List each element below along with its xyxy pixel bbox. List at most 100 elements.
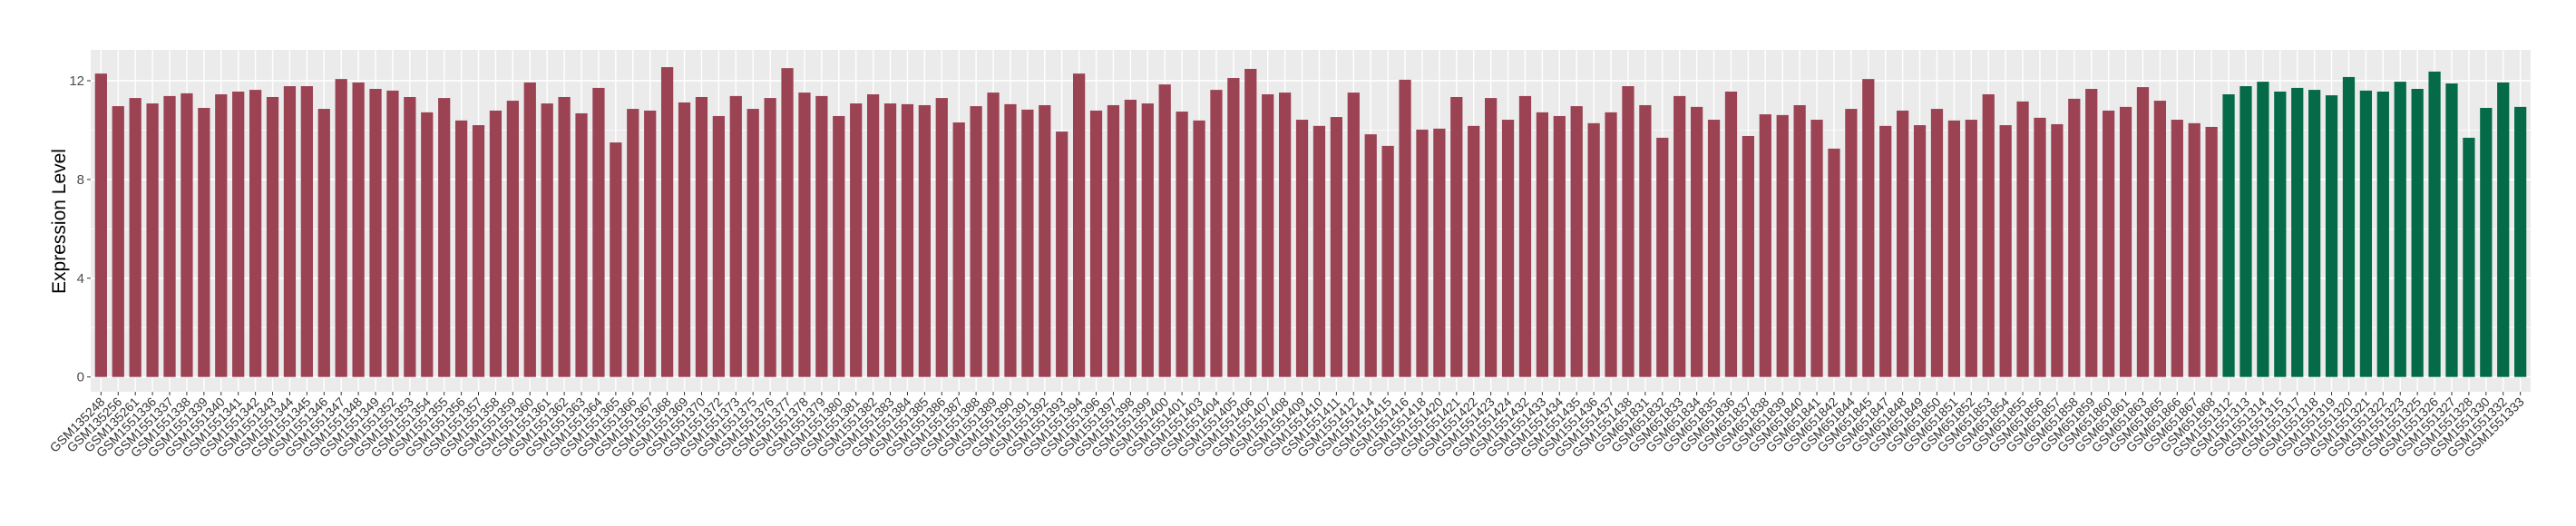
bar-GSM651851 [1947, 120, 1961, 377]
bar-GSM1551344 [283, 86, 297, 377]
bar-GSM651858 [2068, 98, 2081, 377]
bar-GSM651834 [1691, 106, 1703, 377]
bar-GSM1551433 [1536, 112, 1549, 377]
bar-GSM1551436 [1587, 122, 1600, 377]
x-axis: GSM135248GSM135256GSM135261GSM1551336GSM… [47, 392, 2527, 460]
bar-GSM1551379 [815, 95, 828, 377]
bar-GSM651850 [1930, 109, 1944, 377]
bar-GSM1551405 [1227, 78, 1240, 377]
bar-GSM1551373 [729, 95, 742, 377]
bar-GSM1551362 [558, 96, 571, 377]
bar-GSM1551437 [1605, 112, 1617, 377]
bar-GSM1551398 [1124, 99, 1137, 377]
bar-GSM1551434 [1553, 115, 1566, 377]
bar-GSM651854 [1999, 125, 2012, 377]
bar-GSM1551313 [2239, 86, 2252, 377]
bar-GSM1551364 [592, 87, 605, 377]
bar-GSM1551327 [2445, 83, 2458, 377]
bar-GSM1551422 [1468, 125, 1480, 377]
bar-GSM1551400 [1158, 84, 1171, 377]
bar-GSM1551396 [1089, 110, 1103, 377]
bar-GSM1551381 [850, 103, 863, 377]
y-axis-title: Expression Level [49, 149, 70, 294]
bar-GSM1551365 [610, 142, 622, 377]
bar-GSM651863 [2136, 87, 2150, 377]
y-tick-label: 0 [77, 370, 84, 385]
bar-GSM1551424 [1501, 120, 1515, 377]
bar-GSM651835 [1707, 120, 1721, 377]
bar-GSM651836 [1724, 92, 1738, 377]
bar-GSM1551401 [1176, 112, 1188, 377]
bar-GSM1551366 [627, 109, 639, 377]
y-axis: 0 4 8 12 [69, 73, 91, 385]
bar-GSM1551355 [438, 98, 451, 377]
bar-GSM1551376 [764, 98, 776, 377]
bar-GSM1551326 [2428, 71, 2441, 377]
bar-GSM1551318 [2308, 90, 2321, 377]
bar-GSM1551325 [2411, 89, 2424, 377]
bar-GSM1551370 [695, 96, 708, 377]
bar-GSM1551416 [1399, 79, 1411, 377]
bar-GSM651860 [2103, 110, 2115, 377]
bar-GSM1551369 [678, 102, 691, 377]
bar-GSM1551330 [2480, 107, 2493, 377]
bar-GSM1551432 [1518, 95, 1532, 377]
bar-GSM1551382 [866, 93, 880, 377]
bar-GSM1551407 [1262, 93, 1274, 377]
bar-GSM1551317 [2291, 87, 2304, 377]
bar-GSM1551404 [1210, 90, 1223, 377]
bar-GSM1551340 [215, 93, 228, 377]
bar-GSM1551345 [300, 86, 313, 377]
bar-GSM1551353 [404, 96, 416, 377]
bar-GSM135248 [94, 73, 107, 377]
bar-GSM1551397 [1107, 104, 1120, 377]
bars [94, 67, 2527, 377]
bar-GSM1551391 [1021, 109, 1034, 377]
bar-GSM1551360 [523, 82, 536, 377]
bar-GSM1551323 [2394, 82, 2406, 377]
bar-GSM1551328 [2463, 137, 2475, 377]
bar-GSM1551320 [2342, 76, 2356, 377]
bar-GSM651839 [1776, 114, 1789, 377]
bar-GSM1551412 [1347, 93, 1360, 377]
bar-GSM651855 [2016, 101, 2029, 377]
bar-GSM1551359 [506, 101, 519, 377]
bar-GSM1551415 [1381, 145, 1394, 377]
bar-GSM1551338 [181, 93, 193, 377]
bar-GSM651831 [1639, 104, 1652, 377]
bar-GSM1551343 [266, 96, 279, 377]
bar-GSM1551314 [2257, 82, 2269, 377]
bar-GSM651832 [1656, 137, 1669, 377]
y-tick-label: 12 [69, 73, 84, 89]
bar-GSM1551438 [1622, 86, 1634, 377]
bar-GSM1551377 [781, 68, 794, 377]
bar-GSM1551354 [421, 112, 434, 377]
bar-GSM1551410 [1312, 125, 1326, 377]
bar-GSM1551423 [1485, 98, 1498, 377]
bar-GSM1551421 [1450, 96, 1463, 377]
bar-GSM651848 [1897, 110, 1909, 377]
bar-GSM1551378 [798, 93, 811, 377]
bar-GSM1551390 [1004, 103, 1017, 377]
bar-GSM1551319 [2325, 95, 2338, 377]
bar-GSM1551372 [712, 115, 725, 377]
bar-GSM651856 [2034, 117, 2046, 377]
bar-GSM1551403 [1193, 120, 1205, 377]
bar-GSM1551393 [1056, 132, 1068, 377]
bar-GSM651867 [2188, 122, 2200, 377]
y-tick-label: 4 [77, 271, 84, 287]
bar-GSM1551383 [883, 103, 897, 377]
bar-GSM651861 [2119, 106, 2132, 377]
bar-GSM1551356 [454, 120, 468, 377]
bar-GSM1551339 [198, 107, 210, 377]
bar-GSM651840 [1793, 104, 1806, 377]
bar-GSM651866 [2171, 120, 2183, 377]
bar-GSM1551337 [163, 95, 176, 377]
bar-GSM1551411 [1330, 117, 1342, 377]
bar-GSM1551363 [575, 112, 588, 377]
bar-GSM651853 [1982, 93, 1995, 377]
bar-GSM1551312 [2222, 93, 2235, 377]
bar-GSM651865 [2153, 101, 2167, 377]
bar-GSM1551435 [1570, 106, 1583, 377]
